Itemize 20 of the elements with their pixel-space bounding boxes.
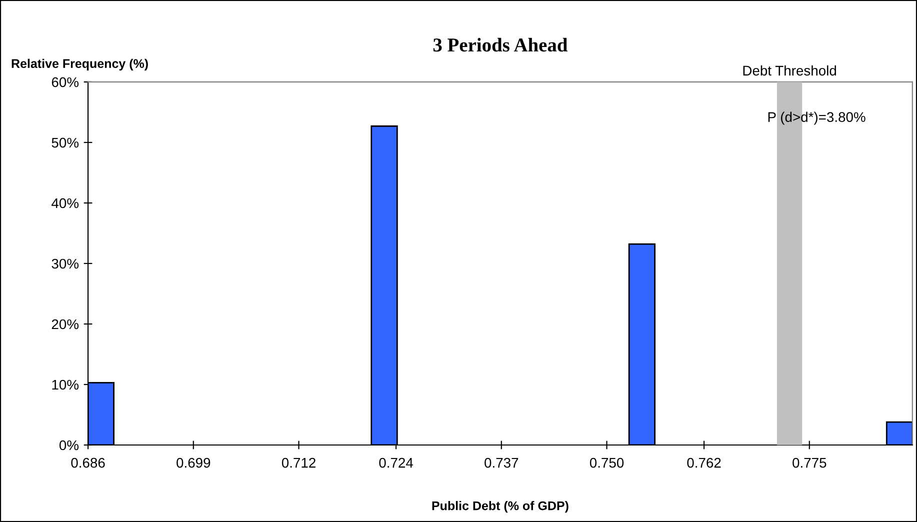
y-tick-label: 60% [52, 77, 79, 88]
x-tick-label: 0.750 [590, 458, 624, 468]
x-tick-label: 0.712 [282, 458, 316, 468]
x-tick-label: 0.737 [484, 458, 518, 468]
x-tick-label: 0.775 [792, 458, 826, 468]
y-axis-title: Relative Frequency (%) [12, 58, 148, 70]
x-tick-label: 0.724 [379, 458, 414, 468]
y-tick-label: 20% [52, 319, 79, 330]
annotation: P (d>d*)=3.80% [768, 112, 866, 125]
y-tick-label: 30% [52, 258, 79, 269]
y-tick-label: 50% [52, 138, 79, 148]
x-tick-label: 0.686 [71, 458, 105, 468]
band-label: Debt Threshold [743, 65, 836, 76]
y-tick-label: 10% [52, 380, 79, 390]
x-tick-label: 0.762 [687, 458, 721, 468]
y-tick-label: 40% [52, 198, 79, 208]
x-tick-label: 0.699 [176, 458, 210, 468]
chart-title: 3 Periods Ahead [433, 38, 568, 52]
y-tick-label: 0% [59, 440, 79, 450]
x-axis-title: Public Debt (% of GDP) [432, 501, 568, 513]
